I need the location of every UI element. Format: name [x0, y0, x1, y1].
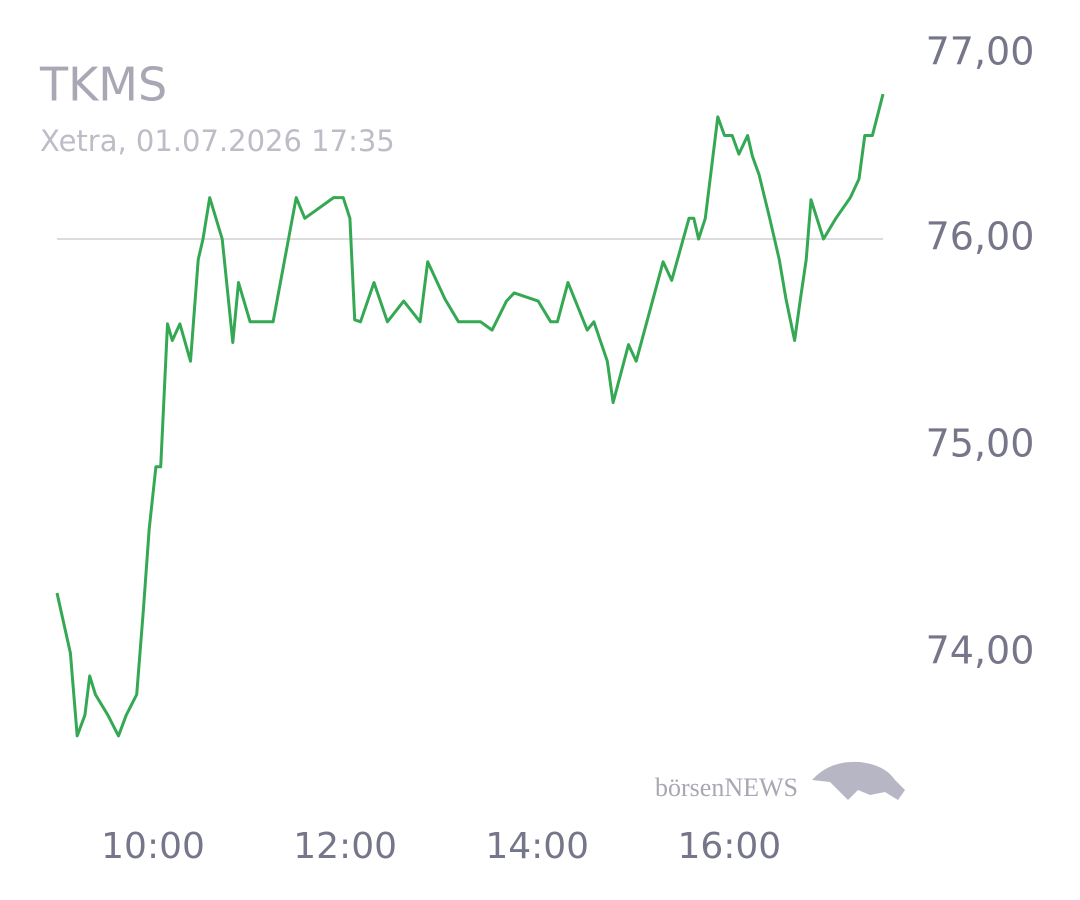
y-tick-label: 77,00 — [926, 30, 1035, 74]
watermark-logo: börsenNEWS — [655, 761, 905, 802]
x-tick-label: 16:00 — [677, 826, 781, 867]
chart-subtitle: Xetra, 01.07.2026 17:35 — [40, 124, 395, 158]
x-tick-label: 10:00 — [101, 826, 205, 867]
y-tick-label: 74,00 — [926, 629, 1035, 673]
y-tick-label: 75,00 — [926, 422, 1035, 466]
price-line — [55, 93, 885, 738]
x-tick-label: 14:00 — [485, 826, 589, 867]
chart-title: TKMS — [39, 58, 167, 112]
watermark: börsenNEWS — [655, 773, 798, 802]
bull-icon — [812, 761, 905, 800]
y-tick-label: 76,00 — [926, 215, 1035, 259]
x-tick-label: 12:00 — [293, 826, 397, 867]
